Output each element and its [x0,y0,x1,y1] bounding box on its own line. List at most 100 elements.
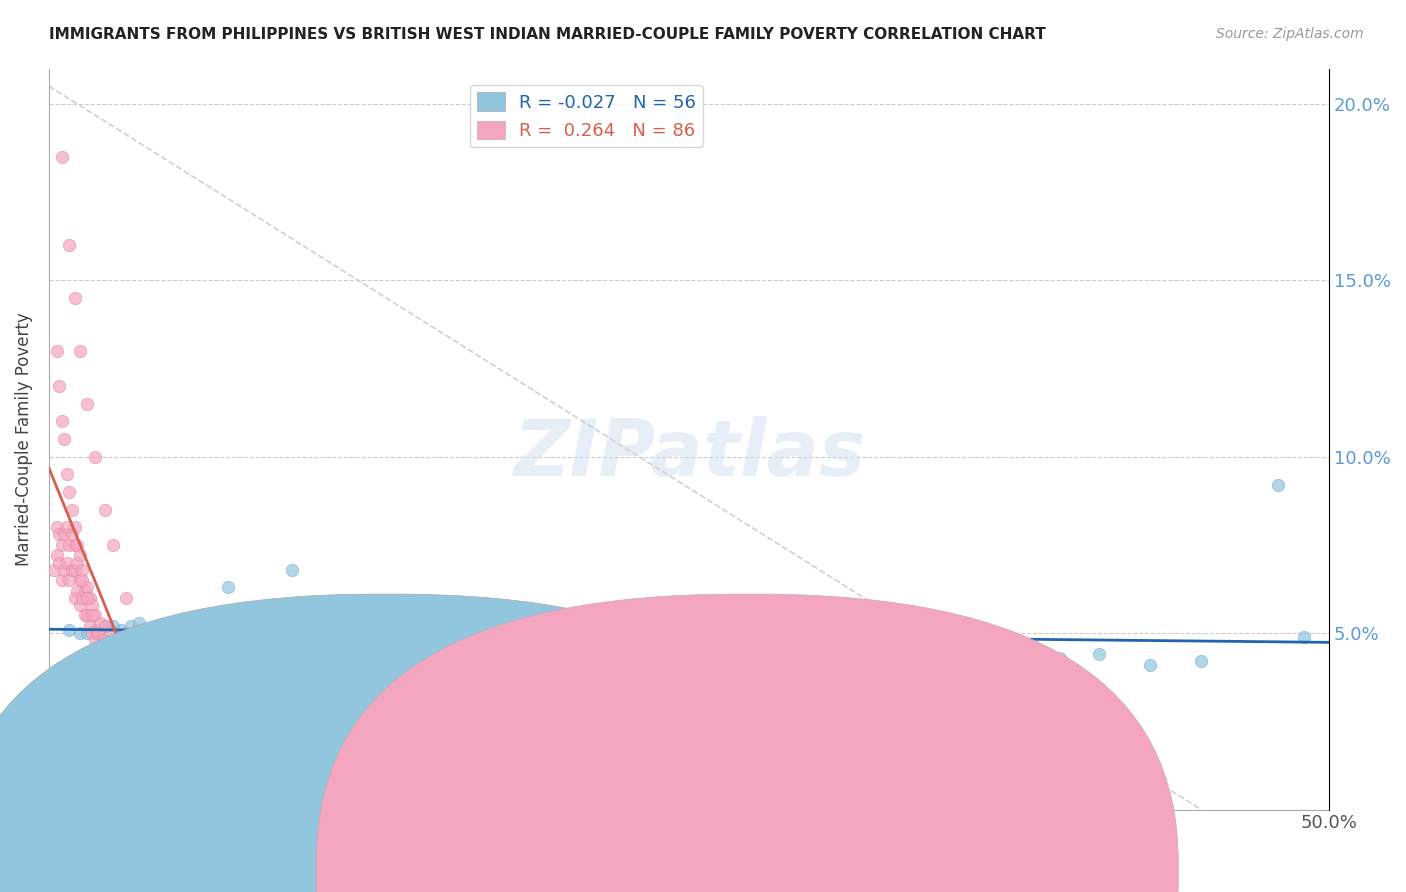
Point [94,619,117,633]
Point [63,520,86,534]
Point [135,633,157,648]
Point [69,626,91,640]
Point [76,608,98,623]
Point [94,619,117,633]
Point [141,668,163,682]
Point [550,650,572,665]
Point [1139,657,1161,672]
Point [72,563,94,577]
Text: Immigrants from Philippines: Immigrants from Philippines [404,852,637,870]
Point [56,467,79,482]
Point [97,654,120,668]
Point [91,633,114,648]
Point [114,668,136,682]
Point [128,615,150,630]
Point [141,675,163,690]
Point [447,654,470,668]
Point [51,573,73,587]
Point [86,626,108,640]
Point [1292,630,1315,644]
Point [69,598,91,612]
Point [755,640,778,655]
Point [959,654,981,668]
Point [396,619,419,633]
Point [56,556,79,570]
Point [48,379,70,393]
Point [60,502,83,516]
Text: ZIPatlas: ZIPatlas [513,416,865,491]
Point [91,633,114,648]
Point [371,626,394,640]
Point [100,640,122,655]
Point [84,623,107,637]
Point [730,623,752,637]
Point [82,598,104,612]
Point [319,630,342,644]
Point [135,668,157,682]
Legend: R = -0.027   N = 56, R =  0.264   N = 86: R = -0.027 N = 56, R = 0.264 N = 86 [470,85,703,147]
Point [63,291,86,305]
Point [160,630,183,644]
Point [79,619,101,633]
Point [60,527,83,541]
Point [934,647,956,661]
Point [56,520,79,534]
Point [51,538,73,552]
Point [575,633,598,648]
Point [191,626,214,640]
Point [66,556,89,570]
Y-axis label: Married-Couple Family Poverty: Married-Couple Family Poverty [15,312,32,566]
Point [110,623,132,637]
Point [243,619,266,633]
Point [94,502,117,516]
Point [53,527,76,541]
Point [86,626,108,640]
Point [1087,647,1109,661]
Point [117,654,139,668]
Point [69,573,91,587]
Point [73,608,96,623]
Point [142,668,165,682]
Point [129,675,152,690]
Text: Source: ZipAtlas.com: Source: ZipAtlas.com [1216,27,1364,41]
Point [831,647,853,661]
Point [472,623,495,637]
Point [69,549,91,563]
Point [1011,654,1033,668]
Point [101,538,124,552]
Point [45,520,67,534]
Point [110,661,132,675]
Point [600,615,623,630]
Point [128,633,150,648]
Point [53,563,76,577]
Point [1267,478,1289,492]
Point [53,432,76,446]
Point [72,573,94,587]
Point [48,527,70,541]
Point [107,647,129,661]
Point [499,619,522,633]
Point [112,647,135,661]
Point [66,583,89,598]
Point [79,591,101,605]
Point [69,343,91,358]
Point [82,608,104,623]
Point [94,647,117,661]
Point [104,661,127,675]
Point [58,538,80,552]
Point [217,580,239,594]
Point [858,650,880,665]
Point [42,563,65,577]
Point [204,612,226,626]
Point [269,633,291,648]
Point [58,573,80,587]
Point [58,485,80,500]
Point [703,640,725,655]
Point [97,644,120,658]
Text: IMMIGRANTS FROM PHILIPPINES VS BRITISH WEST INDIAN MARRIED-COUPLE FAMILY POVERTY: IMMIGRANTS FROM PHILIPPINES VS BRITISH W… [49,27,1046,42]
Text: British West Indians: British West Indians [761,852,927,870]
Point [101,619,124,633]
Point [51,150,73,164]
Point [76,591,98,605]
Point [122,661,145,675]
